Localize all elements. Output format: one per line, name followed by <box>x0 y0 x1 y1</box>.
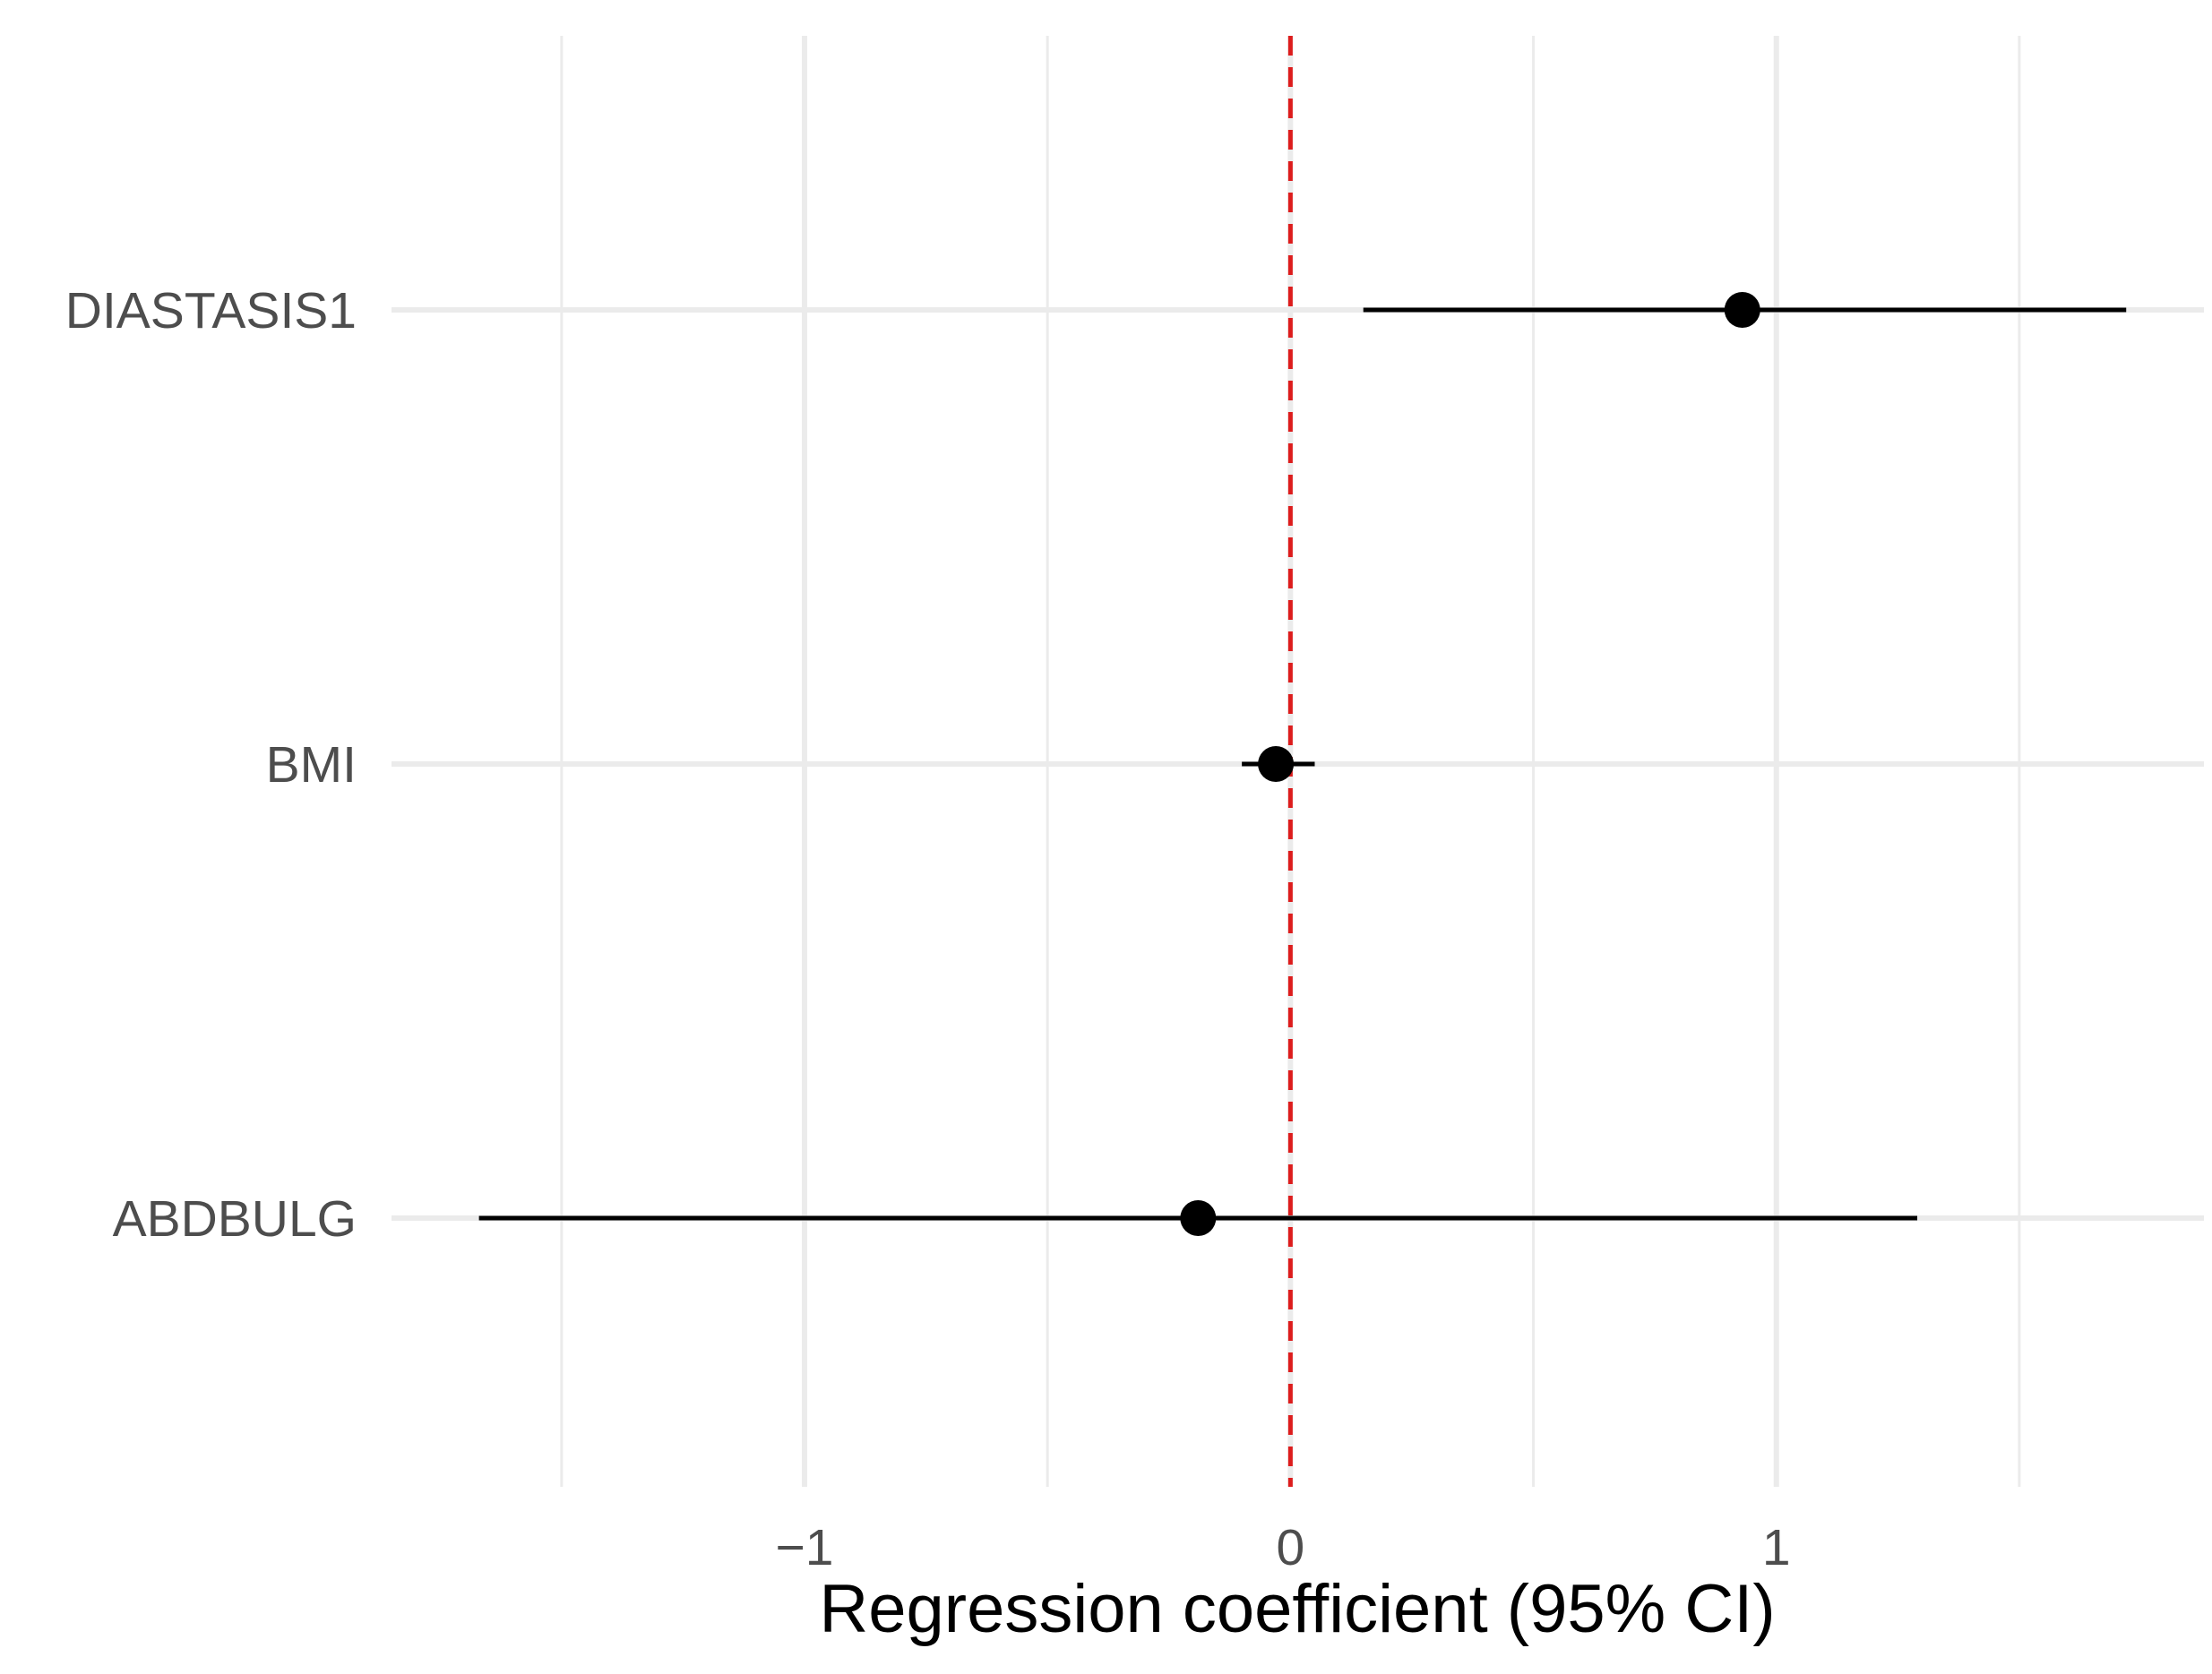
x-axis-title: Regression coefficient (95% CI) <box>819 1571 1775 1647</box>
y-axis-labels: DIASTASIS1 BMI ABDBULG <box>65 282 357 1248</box>
major-gridlines <box>392 36 2204 1487</box>
x-tick-label: 1 <box>1762 1519 1791 1576</box>
y-tick-label-bmi: BMI <box>266 736 357 794</box>
y-tick-label-abdbulg: ABDBULG <box>113 1190 357 1248</box>
point-estimate-abdbulg <box>1180 1200 1217 1236</box>
point-estimate-diastasis1 <box>1724 292 1760 328</box>
point-estimate-bmi <box>1258 746 1295 782</box>
x-tick-label: 0 <box>1277 1519 1305 1576</box>
estimate-marks <box>478 292 2127 1236</box>
y-tick-label-diastasis1: DIASTASIS1 <box>65 282 357 339</box>
x-axis-labels: −1 0 1 <box>776 1519 1791 1576</box>
x-tick-label: −1 <box>776 1519 834 1576</box>
